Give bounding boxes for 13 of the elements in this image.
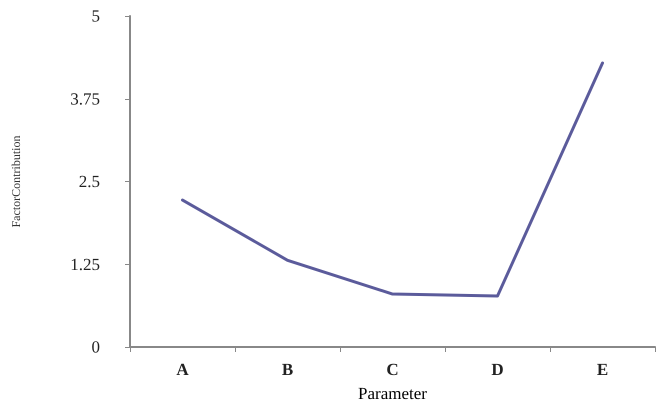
y-tick-label: 1.25 xyxy=(70,254,100,274)
line-series xyxy=(181,62,604,298)
x-tick-label: A xyxy=(176,360,190,379)
x-tick-label: C xyxy=(386,360,399,379)
x-tick-label: E xyxy=(596,360,608,379)
x-tick-label: B xyxy=(282,360,294,379)
y-tick-label: 0 xyxy=(92,338,100,356)
y-tick-label: 5 xyxy=(92,6,100,26)
y-tick-label: 2.5 xyxy=(78,172,100,191)
y-tick-label: 3.75 xyxy=(70,89,100,108)
y-axis-title: FactorContribution xyxy=(9,136,23,228)
x-tick-label: D xyxy=(491,360,504,379)
x-axis-title: Parameter xyxy=(358,384,428,403)
